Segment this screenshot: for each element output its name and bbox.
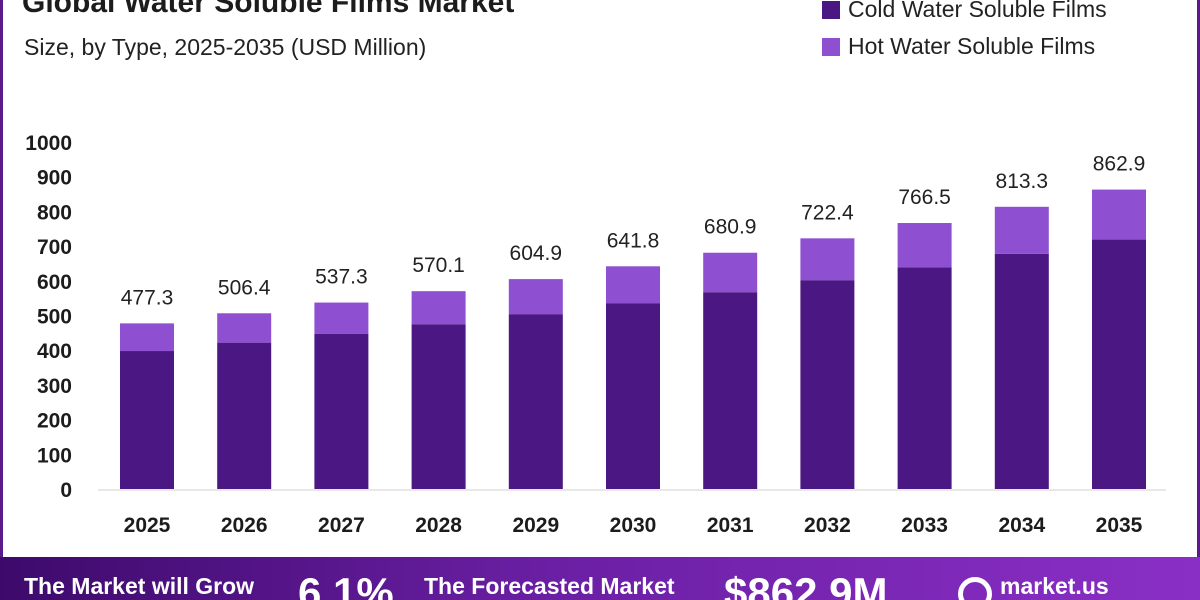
- x-tick-label: 2025: [124, 514, 171, 537]
- legend-swatch-hot: [822, 38, 840, 56]
- bar-segment-hot: [994, 206, 1049, 254]
- bar-segment-hot: [606, 266, 660, 304]
- y-tick-label: 1000: [25, 132, 72, 155]
- y-tick-label: 200: [37, 410, 72, 433]
- bar-segment-cold: [897, 267, 952, 489]
- y-tick-label: 300: [37, 375, 72, 398]
- bar-segment-cold: [703, 292, 758, 489]
- y-tick-label: 500: [37, 306, 72, 329]
- banner-forecast-value: $862.9M: [724, 569, 888, 600]
- bar-segment-hot: [411, 291, 466, 325]
- stacked-bar-chart: 0 100 200 300 400 500 600 700 800 900 1000 477.3 202…: [25, 132, 1166, 537]
- banner-grow-text: The Market will Grow: [24, 573, 255, 599]
- x-tick-label: 2033: [901, 514, 948, 537]
- bar-segment-hot: [800, 238, 855, 281]
- y-tick-label: 600: [37, 271, 72, 294]
- brand-name: market.us: [1000, 573, 1109, 599]
- bar-segment-hot: [120, 323, 174, 352]
- y-tick-label: 800: [37, 201, 72, 224]
- chart-subtitle: Size, by Type, 2025-2035 (USD Million): [24, 34, 427, 60]
- y-tick-label: 100: [37, 444, 72, 467]
- bar-segment-hot: [703, 252, 758, 293]
- bar-segment-hot: [217, 313, 272, 343]
- y-tick-label: 700: [37, 236, 72, 259]
- bar-total-label: 604.9: [510, 242, 563, 265]
- bar-segment-cold: [1092, 239, 1146, 489]
- banner-forecast-text: The Forecasted Market: [424, 573, 675, 599]
- bar-total-label: 813.3: [996, 170, 1049, 193]
- bar-segment-cold: [314, 333, 369, 489]
- bar-segment-cold: [994, 253, 1049, 489]
- x-tick-label: 2031: [707, 514, 754, 537]
- bar-total-label: 477.3: [121, 286, 174, 309]
- chart-title: Global Water Soluble Films Market: [22, 0, 515, 19]
- bar-total-label: 641.8: [607, 229, 660, 252]
- legend-swatch-cold: [822, 1, 840, 19]
- bar-total-label: 537.3: [315, 266, 368, 289]
- x-tick-label: 2030: [610, 514, 657, 537]
- bar-total-label: 506.4: [218, 276, 271, 299]
- brand-logo-icon: [958, 577, 992, 600]
- bar-segment-cold: [411, 324, 466, 489]
- x-tick-label: 2028: [415, 514, 462, 537]
- x-tick-label: 2032: [804, 514, 851, 537]
- bar-total-label: 766.5: [898, 186, 951, 209]
- x-tick-label: 2026: [221, 514, 268, 537]
- y-tick-label: 0: [60, 479, 72, 502]
- y-tick-label: 900: [37, 167, 72, 190]
- bar-segment-hot: [508, 279, 563, 315]
- right-frame-border: [1197, 0, 1200, 560]
- legend-label-cold: Cold Water Soluble Films: [848, 0, 1107, 22]
- bar-segment-hot: [314, 302, 369, 334]
- bar-segment-cold: [800, 280, 855, 489]
- bar-total-label: 722.4: [801, 201, 854, 224]
- bar-total-label: 862.9: [1093, 153, 1146, 176]
- bar-segment-cold: [217, 342, 272, 489]
- x-tick-label: 2029: [512, 514, 559, 537]
- bar-total-label: 680.9: [704, 216, 757, 239]
- bar-segment-cold: [508, 314, 563, 489]
- bar-segment-hot: [897, 223, 952, 268]
- banner-cagr-value: 6.1%: [298, 569, 394, 600]
- legend-label-hot: Hot Water Soluble Films: [848, 33, 1096, 59]
- bar-segment-cold: [120, 351, 174, 489]
- summary-banner: The Market will Grow 6.1% The Forecasted…: [0, 557, 1200, 600]
- bar-total-label: 570.1: [412, 254, 465, 277]
- x-tick-label: 2035: [1096, 514, 1143, 537]
- bar-segment-cold: [606, 303, 660, 489]
- bar-segment-hot: [1092, 189, 1146, 240]
- y-tick-label: 400: [37, 340, 72, 363]
- x-tick-label: 2027: [318, 514, 365, 537]
- x-tick-label: 2034: [998, 514, 1045, 537]
- left-frame-border: [0, 0, 3, 560]
